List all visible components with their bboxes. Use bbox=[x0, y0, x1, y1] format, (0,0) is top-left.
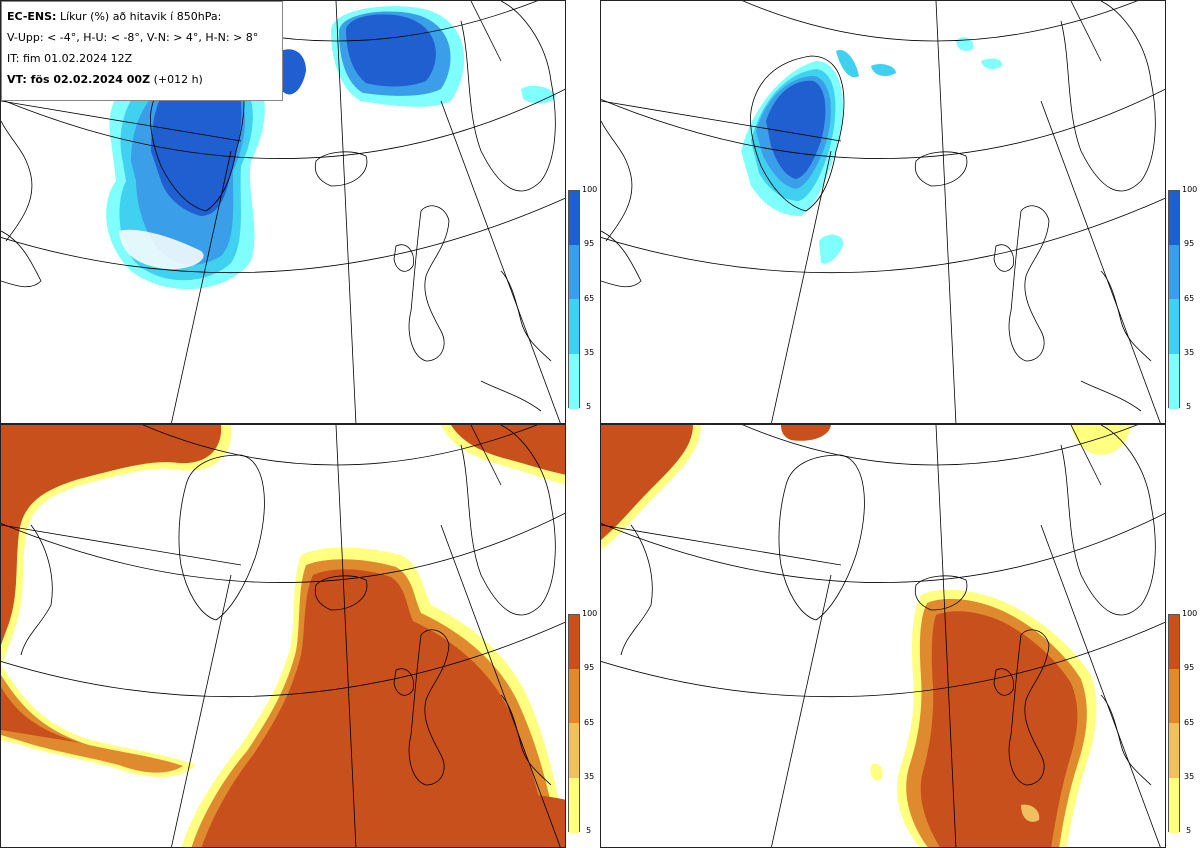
colorbar-cold-2 bbox=[1168, 190, 1180, 409]
graticule bbox=[1, 425, 565, 847]
coastlines bbox=[601, 1, 1156, 412]
legend-tick-5: 5 bbox=[1186, 402, 1192, 411]
map-v-n bbox=[1, 425, 565, 847]
legend-tick-95: 95 bbox=[584, 239, 595, 248]
legend-tick-35: 35 bbox=[584, 348, 595, 357]
map-panel-h-u bbox=[600, 0, 1166, 424]
map-panel-h-n bbox=[600, 424, 1166, 848]
probability-field bbox=[1, 425, 565, 847]
colorbar-cold-1 bbox=[568, 190, 580, 409]
valid-time: VT: fös 02.02.2024 00Z bbox=[7, 73, 151, 86]
colorbar-warm-1 bbox=[568, 614, 580, 833]
legend-tick-35: 35 bbox=[1184, 348, 1195, 357]
lead-time: (+012 h) bbox=[153, 73, 203, 86]
map-h-n bbox=[601, 425, 1165, 847]
coastlines bbox=[620, 425, 1156, 786]
info-box: EC-ENS: Líkur (%) að hitavik í 850hPa: V… bbox=[1, 1, 283, 101]
legend-tick-95: 95 bbox=[584, 663, 595, 672]
legend-tick-100: 100 bbox=[582, 185, 598, 194]
legend-tick-5: 5 bbox=[586, 402, 592, 411]
info-line-1: EC-ENS: Líkur (%) að hitavik í 850hPa: bbox=[7, 6, 277, 27]
info-line-3: IT: fim 01.02.2024 12Z bbox=[7, 52, 133, 65]
legend-tick-35: 35 bbox=[584, 772, 595, 781]
model-name: EC-ENS: bbox=[7, 10, 57, 23]
legend-tick-100: 100 bbox=[582, 609, 598, 618]
legend-tick-5: 5 bbox=[586, 826, 592, 835]
info-line-2: V-Upp: < -4°, H-U: < -8°, V-N: > 4°, H-N… bbox=[7, 31, 259, 44]
graticule bbox=[601, 425, 1165, 847]
variable-title: Líkur (%) að hitavik í 850hPa: bbox=[59, 10, 222, 23]
map-h-u bbox=[601, 1, 1165, 423]
probability-field bbox=[741, 37, 1002, 264]
legend-tick-65: 65 bbox=[584, 294, 595, 303]
legend-tick-35: 35 bbox=[1184, 772, 1195, 781]
map-panel-v-upp: EC-ENS: Líkur (%) að hitavik í 850hPa: V… bbox=[0, 0, 566, 424]
legend-tick-100: 100 bbox=[1182, 185, 1198, 194]
legend-tick-65: 65 bbox=[1184, 294, 1195, 303]
legend-tick-65: 65 bbox=[584, 718, 595, 727]
coastlines bbox=[20, 425, 556, 786]
legend-tick-65: 65 bbox=[1184, 718, 1195, 727]
legend-tick-95: 95 bbox=[1184, 239, 1195, 248]
colorbar-warm-2 bbox=[1168, 614, 1180, 833]
legend-tick-5: 5 bbox=[1186, 826, 1192, 835]
info-line-4: VT: fös 02.02.2024 00Z (+012 h) bbox=[7, 69, 277, 90]
probability-field bbox=[601, 425, 1131, 847]
graticule bbox=[601, 1, 1165, 423]
map-panel-v-n bbox=[0, 424, 566, 848]
graticule bbox=[1, 1, 565, 423]
legend-tick-95: 95 bbox=[1184, 663, 1195, 672]
legend-tick-100: 100 bbox=[1182, 609, 1198, 618]
